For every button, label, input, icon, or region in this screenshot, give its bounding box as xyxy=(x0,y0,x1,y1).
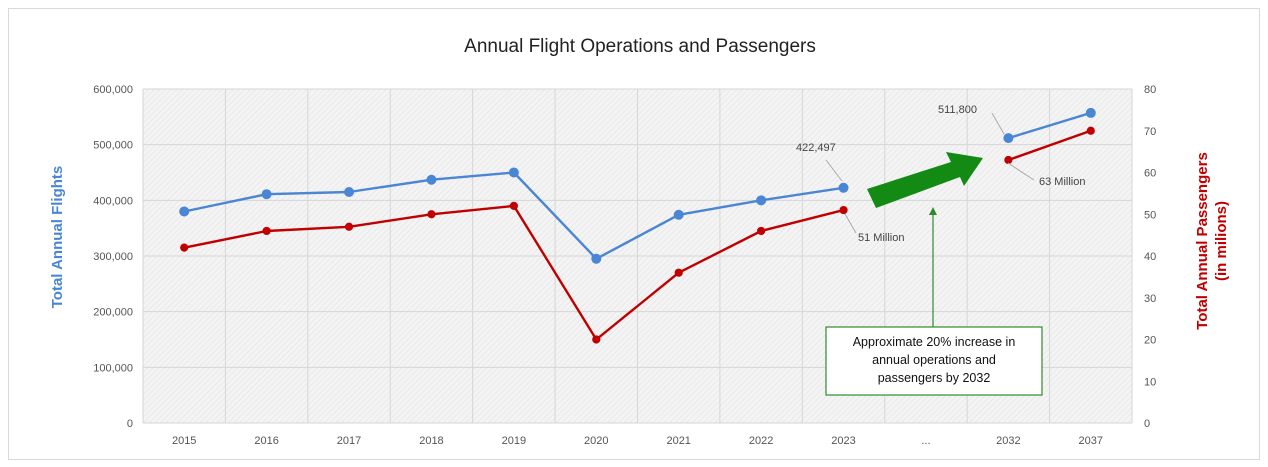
x-tick-label: 2016 xyxy=(254,435,278,447)
passengers-point-2032 xyxy=(1004,155,1013,165)
flights-point-2017 xyxy=(344,186,355,197)
passengers-point-2016 xyxy=(262,226,271,236)
flights-line-segment-1 xyxy=(1007,111,1093,140)
flights-point-2018 xyxy=(426,174,437,185)
x-tick-label: 2023 xyxy=(831,435,855,447)
left-tick-label: 200,000 xyxy=(93,307,133,319)
right-axis-label-line2: (in milions) xyxy=(1213,201,1230,281)
callout-line-3: passengers by 2032 xyxy=(878,371,991,385)
right-tick-label: 70 xyxy=(1144,126,1156,138)
flights-point-2021 xyxy=(673,209,684,220)
passengers-point-2015 xyxy=(180,243,189,252)
flights-2032-label: 511,800 xyxy=(938,104,977,116)
passengers-point-2019 xyxy=(509,201,518,210)
callout-line-1: Approximate 20% increase in xyxy=(853,335,1016,349)
left-axis-ticks: 0 100,000 200,000 300,000 400,000 500,000 600,… xyxy=(93,84,133,430)
x-tick-label: 2018 xyxy=(419,435,443,447)
x-tick-label: 2037 xyxy=(1079,435,1103,447)
right-axis-label-line1: Total Annual Passengers xyxy=(1194,152,1211,330)
flights-2032-leader xyxy=(991,112,1005,135)
passengers-point-2023 xyxy=(839,205,848,215)
flights-point-2019 xyxy=(508,167,519,178)
left-axis-label: Total Annual Flights xyxy=(49,166,66,309)
x-tick-label: ... xyxy=(921,435,930,447)
passengers-2032-leader xyxy=(1007,162,1035,181)
right-tick-label: 10 xyxy=(1144,376,1156,388)
flights-point-2015 xyxy=(179,206,190,217)
passengers-2032-label: 63 Million xyxy=(1039,176,1085,188)
x-tick-label: 2017 xyxy=(337,435,361,447)
passengers-point-2020 xyxy=(592,335,601,344)
passengers-point-2017 xyxy=(344,222,354,231)
callout-box xyxy=(825,326,1043,396)
right-axis-ticks: 0 10 20 30 40 50 60 70 80 xyxy=(1144,84,1156,430)
passengers-point-2021 xyxy=(674,268,683,277)
flights-point-2020 xyxy=(591,253,602,264)
right-tick-label: 40 xyxy=(1144,251,1156,263)
right-tick-label: 60 xyxy=(1144,168,1156,180)
right-tick-label: 0 xyxy=(1144,418,1150,430)
passengers-point-2022 xyxy=(757,226,766,236)
x-tick-label: 2019 xyxy=(502,435,526,447)
flights-2023-label: 422,497 xyxy=(796,142,836,154)
right-tick-label: 80 xyxy=(1144,84,1156,96)
passengers-2023-leader xyxy=(844,213,857,234)
x-axis-ticks: 2015 2016 2017 2018 2019 2020 2021 2022 2023... 2… xyxy=(172,435,1103,447)
series-passengers xyxy=(180,126,1095,344)
callout-pointer-head xyxy=(929,207,937,215)
flights-point-2023 xyxy=(838,182,849,193)
vertical-gridlines xyxy=(142,89,1133,423)
left-tick-label: 400,000 xyxy=(93,195,133,207)
passengers-point-2037 xyxy=(1086,126,1095,135)
x-tick-label: 2022 xyxy=(749,435,773,447)
left-tick-label: 0 xyxy=(127,418,133,430)
x-tick-label: 2032 xyxy=(996,435,1020,447)
right-tick-label: 50 xyxy=(1144,209,1156,221)
left-tick-label: 300,000 xyxy=(93,251,133,263)
chart-title: Annual Flight Operations and Passengers xyxy=(464,36,816,57)
right-tick-label: 20 xyxy=(1144,335,1156,347)
flights-point-2032 xyxy=(1003,133,1014,144)
callout-line-2: annual operations and xyxy=(872,353,996,367)
left-tick-label: 600,000 xyxy=(93,84,133,96)
passengers-line-segment-1 xyxy=(1007,129,1093,162)
x-tick-label: 2020 xyxy=(584,435,608,447)
passengers-2023-label: 51 Million xyxy=(858,232,904,244)
increase-arrow xyxy=(867,152,983,208)
flights-point-2037 xyxy=(1085,107,1096,118)
x-tick-label: 2021 xyxy=(666,435,690,447)
passengers-point-2018 xyxy=(427,210,436,219)
x-tick-label: 2015 xyxy=(172,435,196,447)
flights-2023-leader xyxy=(825,159,843,182)
right-tick-label: 30 xyxy=(1144,293,1156,305)
left-tick-label: 500,000 xyxy=(93,140,133,152)
flights-point-2022 xyxy=(756,195,767,206)
flights-point-2016 xyxy=(261,189,272,200)
series-flights xyxy=(179,107,1096,264)
left-tick-label: 100,000 xyxy=(93,362,133,374)
